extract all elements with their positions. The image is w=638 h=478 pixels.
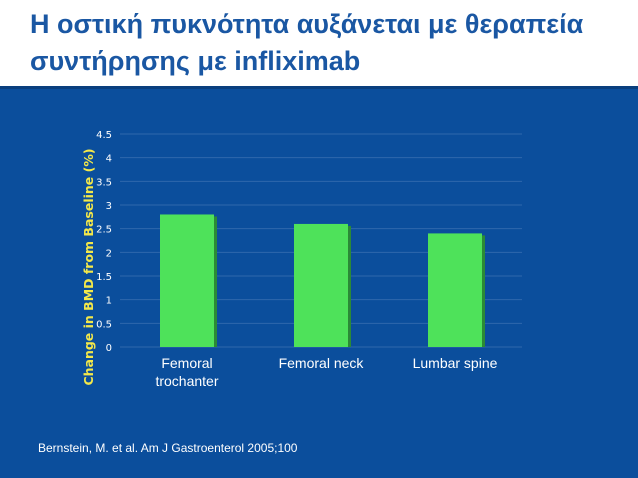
bar — [428, 233, 482, 347]
y-tick-label: 1.5 — [96, 272, 112, 283]
y-tick-label: 4.5 — [96, 130, 112, 141]
title-band — [0, 0, 638, 86]
y-tick-label: 0.5 — [96, 319, 112, 330]
slide-title: Η οστική πυκνότητα αυξάνεται με θεραπεία… — [30, 9, 584, 76]
y-axis-label: Change in BMD from Baseline (%) — [81, 148, 96, 385]
y-tick-label: 3 — [106, 201, 112, 212]
y-tick-label: 0 — [106, 343, 112, 354]
x-category-label: Lumbar spine — [413, 355, 498, 371]
y-tick-label: 3.5 — [96, 177, 112, 188]
bar — [294, 223, 348, 347]
y-tick-label: 1 — [106, 296, 112, 307]
x-category-label: Femoral neck — [279, 355, 365, 371]
citation: Bernstein, M. et al. Am J Gastroenterol … — [38, 441, 298, 455]
y-tick-label: 4 — [106, 154, 112, 165]
y-tick-label: 2 — [106, 248, 112, 259]
bar — [160, 214, 214, 347]
panel-divider — [0, 86, 638, 89]
x-category-label: Femoral trochanter — [155, 355, 218, 389]
y-tick-label: 2.5 — [96, 225, 112, 236]
